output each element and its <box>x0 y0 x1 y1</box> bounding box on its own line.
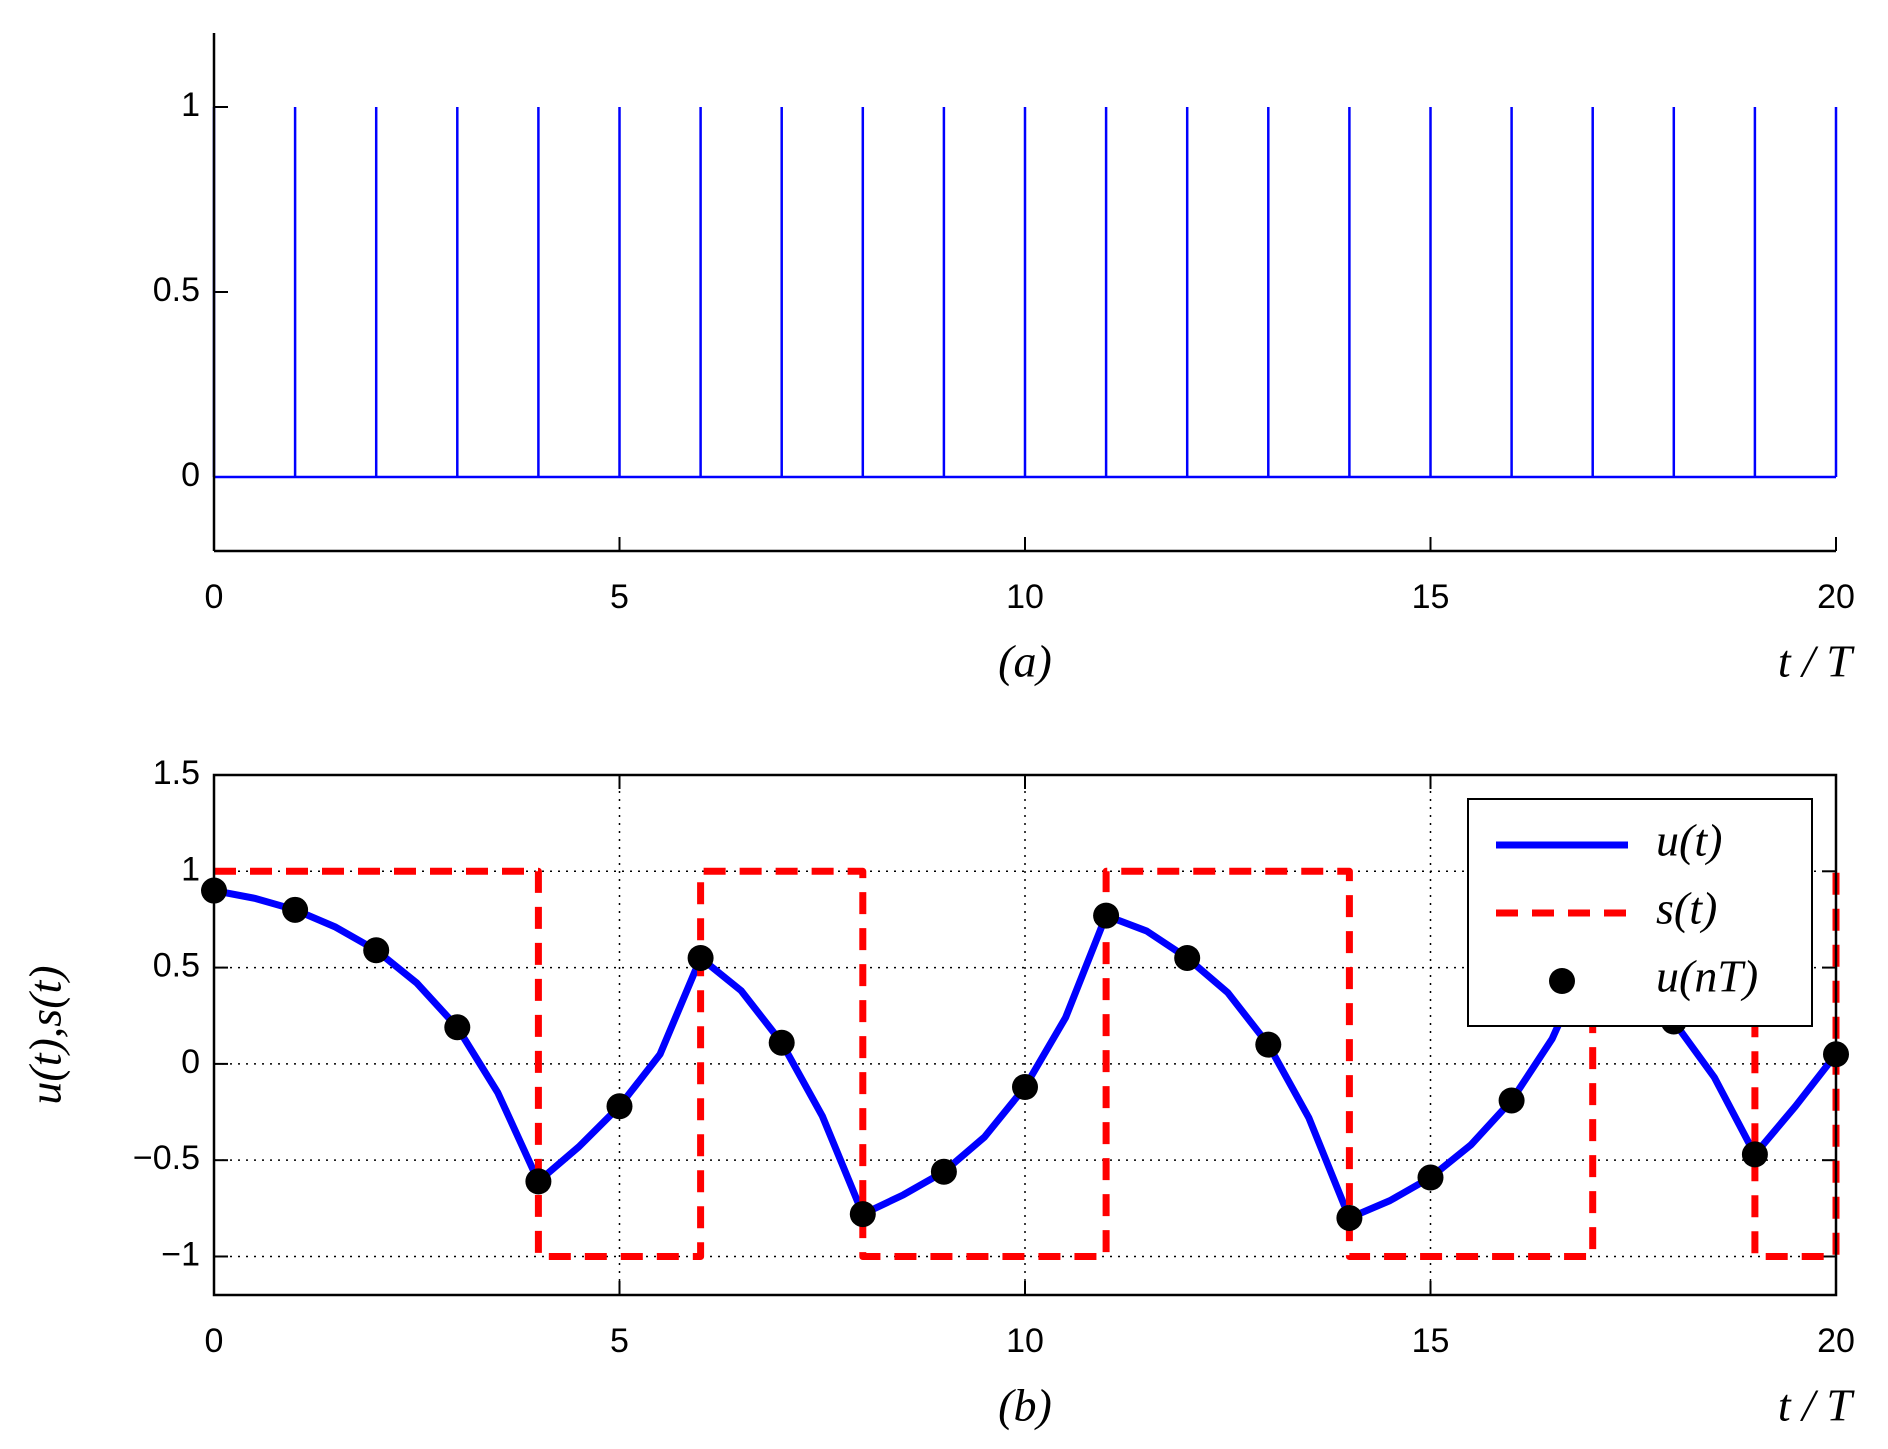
marker <box>687 944 714 971</box>
y-tick-label: 0.5 <box>153 271 200 309</box>
marker <box>1174 944 1201 971</box>
x-tick-label: 20 <box>1817 578 1855 616</box>
x-tick-label: 5 <box>610 578 629 616</box>
y-tick-label: 0 <box>181 1043 200 1081</box>
x-tick-label: 0 <box>205 1322 224 1360</box>
x-tick-label: 10 <box>1006 578 1044 616</box>
legend-swatch <box>1549 968 1575 994</box>
x-tick-label: 5 <box>610 1322 629 1360</box>
marker <box>930 1158 957 1185</box>
marker <box>849 1201 876 1228</box>
marker <box>1336 1204 1363 1231</box>
y-tick-label: 1 <box>181 86 200 124</box>
marker <box>768 1029 795 1056</box>
y-tick-label: −0.5 <box>133 1139 200 1177</box>
caption: (b) <box>998 1380 1052 1431</box>
legend-box <box>1467 798 1813 1027</box>
y-tick-label: 0 <box>181 456 200 494</box>
legend-label: u(nT) <box>1656 951 1758 1002</box>
y-tick-label: 0.5 <box>153 947 200 985</box>
marker <box>1012 1074 1038 1100</box>
x-axis-label: t / T <box>1778 1380 1856 1431</box>
y-tick-label: 1 <box>181 850 200 888</box>
y-tick-label: −1 <box>161 1235 200 1273</box>
marker <box>363 937 390 964</box>
marker <box>525 1168 552 1195</box>
axes-box <box>212 773 1838 1297</box>
marker <box>1741 1141 1768 1168</box>
x-axis-label: t / T <box>1778 636 1856 687</box>
x-tick-label: 10 <box>1006 1322 1044 1360</box>
x-tick-label: 15 <box>1412 1322 1450 1360</box>
plot: 0 5 10 15 20 0 0.5 1 (a) t / T <box>153 33 1856 687</box>
marker <box>282 896 309 923</box>
marker <box>1255 1031 1282 1058</box>
marker <box>1093 902 1120 929</box>
marker <box>1417 1164 1444 1191</box>
y-axis-label: u(t),s(t) <box>20 965 71 1104</box>
legend: u(t) s(t) u(nT) <box>1467 798 1813 1027</box>
x-tick-label: 20 <box>1817 1322 1855 1360</box>
legend-label: s(t) <box>1656 883 1717 934</box>
marker <box>606 1093 633 1120</box>
y-tick-label: 1.5 <box>153 754 200 792</box>
legend-label: u(t) <box>1656 815 1722 866</box>
caption: (a) <box>998 636 1052 687</box>
plot: 0 5 10 15 20 −1 −0.5 0 0.5 1 1.5 (b) t / T u(t),s(t) u… <box>20 754 1856 1431</box>
x-tick-label: 0 <box>205 578 224 616</box>
marker <box>444 1014 471 1041</box>
marker <box>1498 1087 1525 1114</box>
x-tick-label: 15 <box>1412 578 1450 616</box>
